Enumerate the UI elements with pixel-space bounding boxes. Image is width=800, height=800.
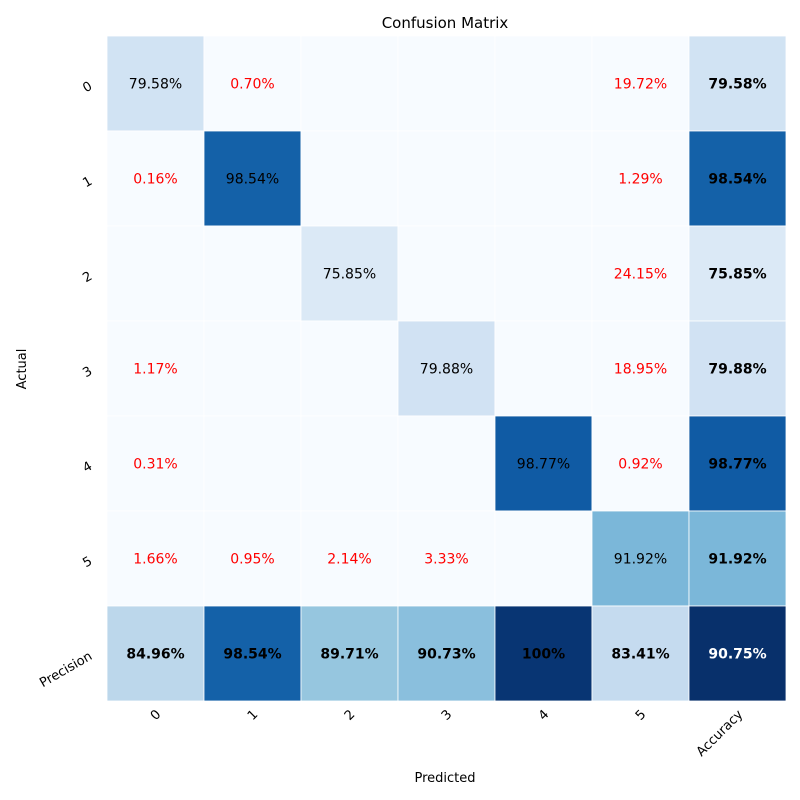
cell-value-label: 18.95% [614, 362, 667, 378]
heatmap-cell [688, 225, 787, 322]
summary-value-label: 98.77% [708, 457, 766, 473]
summary-value-label: 90.75% [708, 647, 766, 663]
cell-value-label: 0.16% [133, 172, 177, 188]
summary-value-label: 84.96% [126, 647, 184, 663]
cell-value-labels: 79.58% 0.70% 19.72% 79.58% 0.16% 98.54% 1.29% 9… [126, 77, 766, 663]
heatmap-cell [397, 225, 496, 322]
heatmap-cell [494, 320, 593, 417]
heatmap-cell [106, 130, 205, 227]
cell-value-label: 3.33% [424, 552, 468, 568]
heatmap-cell [494, 130, 593, 227]
cell-value-label: 0.70% [230, 77, 274, 93]
heatmap-cell [106, 510, 205, 607]
heatmap-cell [591, 225, 690, 322]
heatmap-cell [203, 510, 302, 607]
heatmap-cell [397, 35, 496, 132]
summary-value-label: 98.54% [223, 647, 281, 663]
cell-value-label: 1.66% [133, 552, 177, 568]
heatmap-cell [688, 130, 787, 227]
x-tick-label: 1 [245, 707, 261, 723]
x-tick-labels: 0 1 2 3 4 5 Accuracy [148, 707, 747, 760]
heatmap-cell [300, 320, 399, 417]
heatmap-cell [494, 510, 593, 607]
x-tick-label: 2 [342, 707, 358, 723]
x-tick-label: Accuracy [694, 707, 747, 760]
heatmap-cell [688, 510, 787, 607]
heatmap-cell [203, 415, 302, 512]
heatmap-cell [397, 415, 496, 512]
heatmap-cell [494, 605, 593, 702]
summary-value-label: 79.58% [708, 77, 766, 93]
cell-value-label: 91.92% [614, 552, 667, 568]
heatmap-cell [203, 35, 302, 132]
summary-value-label: 100% [522, 647, 565, 663]
heatmap-cell [106, 225, 205, 322]
cell-value-label: 24.15% [614, 267, 667, 283]
heatmap-cell [106, 320, 205, 417]
heatmap-cell [591, 320, 690, 417]
cell-value-label: 2.14% [327, 552, 371, 568]
heatmap-cell [397, 130, 496, 227]
cell-value-label: 0.95% [230, 552, 274, 568]
x-tick-label: 3 [439, 707, 455, 723]
summary-value-label: 79.88% [708, 362, 766, 378]
summary-value-label: 90.73% [417, 647, 475, 663]
cell-value-label: 98.54% [226, 172, 279, 188]
cell-value-label: 75.85% [323, 267, 376, 283]
heatmap-cell [397, 510, 496, 607]
y-axis-label: Actual [15, 349, 30, 390]
heatmap-cell [300, 510, 399, 607]
heatmap-cell [106, 35, 205, 132]
cell-value-label: 1.29% [618, 172, 662, 188]
cell-value-label: 0.31% [133, 457, 177, 473]
x-tick-label: 5 [633, 707, 649, 723]
heatmap-cell [300, 130, 399, 227]
summary-value-label: 89.71% [320, 647, 378, 663]
heatmap-cell [203, 225, 302, 322]
summary-value-label: 91.92% [708, 552, 766, 568]
y-tick-label: 4 [80, 459, 95, 476]
heatmap-cell [397, 320, 496, 417]
heatmap-cell [203, 320, 302, 417]
y-tick-label: 1 [80, 174, 95, 191]
cell-value-label: 19.72% [614, 77, 667, 93]
y-tick-label: 3 [80, 364, 95, 381]
cell-value-label: 0.92% [618, 457, 662, 473]
heatmap-cell [591, 130, 690, 227]
y-tick-labels: 0 1 2 3 4 5 Precision [37, 79, 95, 691]
summary-value-label: 83.41% [611, 647, 669, 663]
heatmap-cell [494, 225, 593, 322]
heatmap-cell [397, 605, 496, 702]
cell-value-label: 1.17% [133, 362, 177, 378]
y-tick-label: 2 [80, 269, 95, 286]
heatmap-cell [300, 225, 399, 322]
chart-title: Confusion Matrix [382, 14, 509, 32]
heatmap-cell [591, 605, 690, 702]
heatmap-cell [106, 415, 205, 512]
x-tick-label: 4 [536, 707, 552, 723]
heatmap-cell [106, 605, 205, 702]
heatmap-cell [688, 415, 787, 512]
heatmap-cell [688, 605, 787, 702]
y-tick-label: 0 [80, 79, 95, 96]
heatmap-cell [494, 35, 593, 132]
cell-value-label: 79.88% [420, 362, 473, 378]
heatmap-cell [688, 320, 787, 417]
cell-value-label: 79.58% [129, 77, 182, 93]
cell-value-label: 98.77% [517, 457, 570, 473]
heatmap-cell [591, 35, 690, 132]
heatmap-cell [300, 605, 399, 702]
y-tick-label: Precision [37, 649, 95, 691]
summary-value-label: 98.54% [708, 172, 766, 188]
y-tick-label: 5 [80, 554, 95, 571]
summary-value-label: 75.85% [708, 267, 766, 283]
heatmap-cell [300, 35, 399, 132]
x-tick-label: 0 [148, 707, 164, 723]
x-axis-label: Predicted [414, 771, 475, 786]
heatmap-cell [300, 415, 399, 512]
heatmap-cells [106, 35, 787, 702]
